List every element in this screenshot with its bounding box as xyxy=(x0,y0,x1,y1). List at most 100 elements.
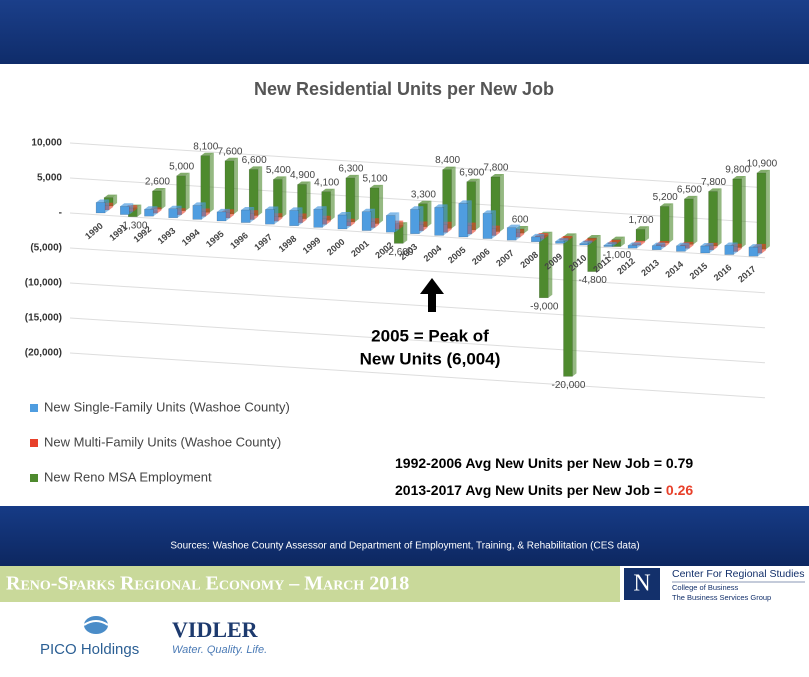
bar-side xyxy=(105,199,110,213)
arrow xyxy=(420,278,444,312)
bar-side xyxy=(326,215,331,225)
bar-side xyxy=(616,239,621,244)
grid-line xyxy=(69,212,766,259)
legend-swatch xyxy=(30,474,38,482)
source-band xyxy=(0,506,809,566)
bar-top xyxy=(732,176,746,179)
legend-swatch xyxy=(30,404,38,412)
bar-top xyxy=(168,205,182,209)
bar xyxy=(482,213,493,239)
bar-side xyxy=(399,220,404,230)
bar-top xyxy=(611,236,625,240)
bar-side xyxy=(229,209,234,218)
bar-top xyxy=(563,233,577,237)
bar-top xyxy=(531,233,545,237)
bar xyxy=(651,245,662,251)
bar-top xyxy=(434,204,448,208)
bar xyxy=(748,246,759,257)
bar-top xyxy=(265,206,279,210)
bar-side xyxy=(524,226,529,234)
bar-side xyxy=(181,208,186,215)
bar-top xyxy=(442,166,456,170)
note: 2013-2017 Avg New Units per New Job = 0.… xyxy=(395,482,693,498)
bar xyxy=(289,210,299,227)
data-label: -9,000 xyxy=(530,301,559,312)
bar-top xyxy=(345,174,359,178)
bar-side xyxy=(520,229,525,238)
bar-side xyxy=(254,210,259,220)
vidler-text: VIDLER xyxy=(172,617,259,642)
bar-top xyxy=(607,239,621,243)
data-label: -20,000 xyxy=(552,380,586,391)
bar xyxy=(627,245,638,249)
center-sub: College of Business xyxy=(672,583,739,592)
bar-top xyxy=(652,242,666,246)
bar-side xyxy=(209,152,214,213)
bar-side xyxy=(548,231,553,298)
note-label: 1992-2006 Avg New Units per New Job = xyxy=(395,455,666,471)
data-label: 9,800 xyxy=(725,165,750,176)
bar-side xyxy=(395,212,400,233)
y-tick-label: 5,000 xyxy=(37,173,62,184)
bar-side xyxy=(419,206,424,234)
bar-side xyxy=(282,176,287,218)
bar-side xyxy=(379,184,384,224)
chart-area xyxy=(0,64,809,506)
bar-side xyxy=(491,210,496,239)
grid-line xyxy=(69,282,766,329)
bar-side xyxy=(375,218,380,228)
bar-top xyxy=(192,202,206,206)
bar xyxy=(587,237,597,272)
bar-side xyxy=(322,206,327,228)
bar-side xyxy=(568,236,573,241)
banner xyxy=(0,566,620,602)
bar-side xyxy=(330,188,335,221)
bar-top xyxy=(458,200,472,204)
bar-side xyxy=(661,242,666,250)
y-tick-label: (20,000) xyxy=(25,348,62,359)
bar-top xyxy=(756,169,770,173)
bar-top xyxy=(241,207,255,210)
bar xyxy=(708,191,718,247)
bar-side xyxy=(133,205,138,212)
grid-line xyxy=(69,352,766,399)
bar-top xyxy=(583,238,597,242)
data-label: 5,200 xyxy=(653,192,678,203)
n-logo-text: N xyxy=(633,571,650,597)
bar xyxy=(410,209,420,235)
bar xyxy=(176,175,186,212)
data-label: 6,500 xyxy=(677,185,702,196)
bar xyxy=(458,203,469,238)
bar-side xyxy=(612,242,617,247)
logo-area xyxy=(0,602,809,672)
y-tick-label: (5,000) xyxy=(30,243,62,254)
bar-side xyxy=(641,240,646,246)
bar-side xyxy=(564,238,569,244)
bar-top xyxy=(410,206,424,210)
bar-top xyxy=(636,226,650,230)
grid-line xyxy=(69,317,766,364)
bar-side xyxy=(185,172,190,211)
bar-side xyxy=(403,222,408,244)
bar xyxy=(385,215,396,233)
bar-side xyxy=(588,240,593,245)
data-label: 600 xyxy=(512,215,529,226)
bar-top xyxy=(289,207,303,211)
bar xyxy=(313,208,323,228)
bar xyxy=(168,208,178,219)
data-label: 5,400 xyxy=(266,165,291,176)
bar-top xyxy=(120,203,134,207)
bar-top xyxy=(362,208,376,212)
data-label: 3,300 xyxy=(411,189,436,200)
bar-top xyxy=(482,210,496,214)
data-label: -1,300 xyxy=(119,220,148,231)
bar-top xyxy=(466,178,480,182)
bar xyxy=(95,202,106,214)
bar-side xyxy=(499,174,504,232)
bar-side xyxy=(544,233,549,239)
bar-side xyxy=(278,213,283,222)
bar-side xyxy=(669,203,674,243)
bar-top xyxy=(337,212,351,215)
bar xyxy=(563,236,573,377)
bar-side xyxy=(423,221,428,231)
